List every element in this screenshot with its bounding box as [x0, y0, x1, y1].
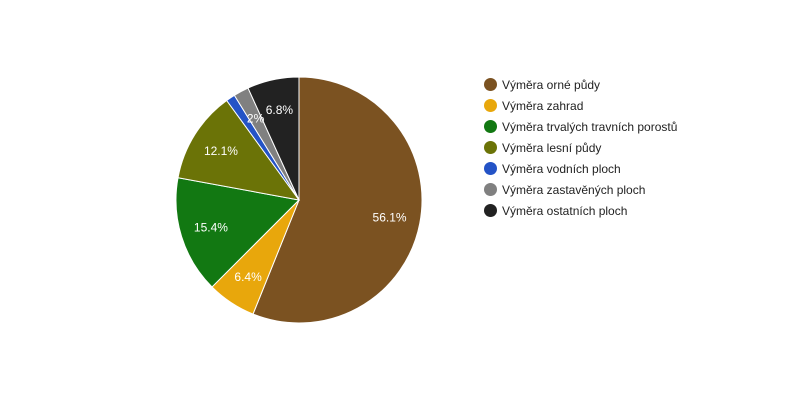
- legend-item[interactable]: Výměra vodních ploch: [484, 158, 677, 179]
- legend-label: Výměra trvalých travních porostů: [502, 119, 678, 134]
- pie-data-label: 12.1%: [204, 144, 238, 158]
- legend-swatch: [484, 204, 497, 217]
- legend-label: Výměra ostatních ploch: [502, 203, 628, 218]
- legend-item[interactable]: Výměra lesní půdy: [484, 137, 677, 158]
- pie-slice-7[interactable]: [247, 76, 300, 201]
- pie-data-label: 2%: [247, 112, 265, 126]
- legend-item[interactable]: Výměra trvalých travních porostů: [484, 116, 677, 137]
- legend-label: Výměra vodních ploch: [502, 161, 621, 176]
- legend-label: Výměra zahrad: [502, 98, 584, 113]
- pie-slices: [175, 76, 423, 324]
- legend-item[interactable]: Výměra orné půdy: [484, 74, 677, 95]
- legend: Výměra orné půdy Výměra zahrad Výměra trva…: [484, 74, 677, 221]
- pie-data-label: 6.4%: [234, 270, 262, 284]
- pie-slice-4[interactable]: [177, 99, 301, 201]
- legend-item[interactable]: Výměra zahrad: [484, 95, 677, 116]
- legend-label: Výměra orné půdy: [502, 77, 601, 92]
- pie-slice-3[interactable]: [175, 177, 301, 288]
- legend-label: Výměra lesní půdy: [502, 140, 602, 155]
- legend-swatch: [484, 120, 497, 133]
- legend-swatch: [484, 78, 497, 91]
- pie-data-labels: 56.1% 6.4% 15.4% 12.1% 2%6.8%: [194, 103, 407, 284]
- legend-swatch: [484, 141, 497, 154]
- legend-swatch: [484, 162, 497, 175]
- legend-item[interactable]: Výměra ostatních ploch: [484, 200, 677, 221]
- pie-data-label: 15.4%: [194, 220, 228, 234]
- pie-slice-1[interactable]: [252, 76, 423, 324]
- legend-item[interactable]: Výměra zastavěných ploch: [484, 179, 677, 200]
- legend-swatch: [484, 183, 497, 196]
- legend-label: Výměra zastavěných ploch: [502, 182, 646, 197]
- pie-data-label: 56.1%: [373, 211, 407, 225]
- legend-swatch: [484, 99, 497, 112]
- pie-data-label: 6.8%: [266, 103, 294, 117]
